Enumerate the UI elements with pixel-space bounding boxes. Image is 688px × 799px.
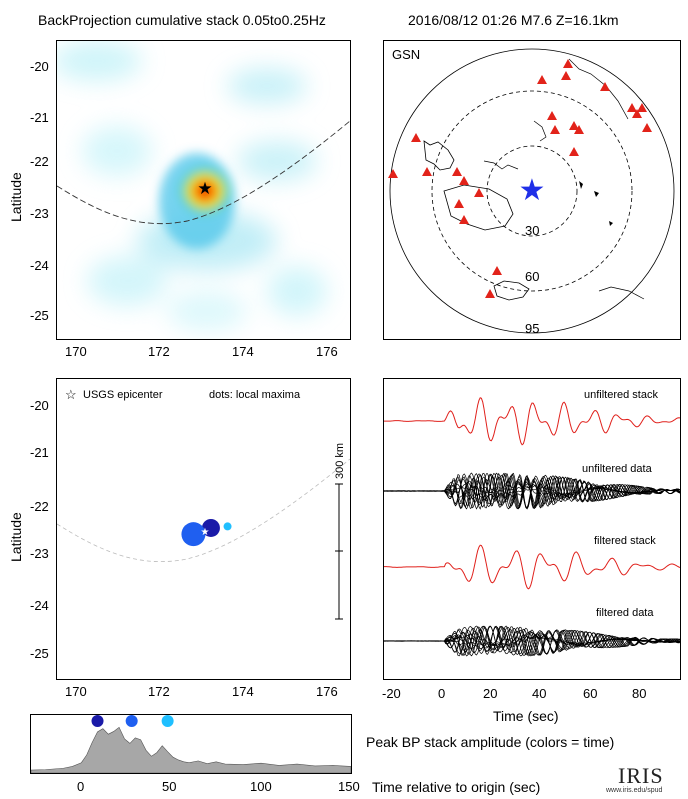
ring-label: 60 xyxy=(525,269,540,284)
maxima-ylabel: Latitude xyxy=(8,512,24,562)
amplitude-panel xyxy=(30,714,352,774)
station-globe: ★ GSN 30 60 95 xyxy=(383,40,681,340)
local-maximum-dot xyxy=(181,522,206,547)
seismogram-trace xyxy=(384,626,681,656)
amp-time-tick: 150 xyxy=(338,779,360,794)
amplitude-xlabel: Time relative to origin (sec) xyxy=(372,779,541,795)
map-lat-tick: -21 xyxy=(30,110,49,125)
maximum-time-marker xyxy=(161,715,174,727)
maxima-lat-tick: -25 xyxy=(30,646,49,661)
map-lon-tick: 172 xyxy=(148,344,170,359)
epicenter-star-icon: ★ xyxy=(197,179,212,198)
maxima-lat-tick: -21 xyxy=(30,445,49,460)
legend-epicenter: USGS epicenter xyxy=(83,389,163,401)
trace-label: unfiltered data xyxy=(582,463,652,475)
ring-60 xyxy=(431,90,633,292)
amp-time-tick: 0 xyxy=(77,779,85,794)
globe-outline xyxy=(389,48,675,334)
seismogram-trace xyxy=(383,626,680,657)
amp-time-tick: 100 xyxy=(250,779,272,794)
map-lon-tick: 176 xyxy=(316,344,338,359)
map-lat-tick: -24 xyxy=(30,258,49,273)
epicenter-star-icon: ★ xyxy=(201,527,210,538)
trace-label: filtered data xyxy=(596,607,654,619)
iris-logo: IRIS xyxy=(618,763,664,788)
maximum-time-marker xyxy=(91,715,104,727)
map-lat-tick: -23 xyxy=(30,206,49,221)
seismogram-trace xyxy=(383,473,681,510)
time-tick: 60 xyxy=(583,686,598,701)
heatmap-svg: ★ xyxy=(52,41,351,331)
local-maximum-dot xyxy=(223,522,232,531)
map-lon-tick: 170 xyxy=(65,344,87,359)
globe-svg: ★ xyxy=(388,48,675,334)
maxima-lon-tick: 172 xyxy=(148,684,170,699)
maxima-svg: ★ xyxy=(56,458,351,620)
seismogram-trace xyxy=(383,472,681,509)
background-energy xyxy=(52,41,327,331)
maxima-lat-tick: -20 xyxy=(30,398,49,413)
time-xlabel: Time (sec) xyxy=(493,708,559,724)
trench-line xyxy=(56,458,351,563)
amp-time-tick: 50 xyxy=(162,779,177,794)
time-tick: 80 xyxy=(632,686,647,701)
epicenter-star-icon: ★ xyxy=(519,174,546,207)
station-markers xyxy=(388,59,652,298)
maximum-time-marker xyxy=(125,715,138,727)
maxima-lat-tick: -24 xyxy=(30,598,49,613)
maxima-lat-tick: -22 xyxy=(30,499,49,514)
maxima-lon-tick: 176 xyxy=(316,684,338,699)
amplitude-svg xyxy=(30,715,352,774)
maxima-dots xyxy=(181,518,232,547)
network-label: GSN xyxy=(392,47,421,62)
local-maximum-dot xyxy=(201,518,220,537)
scale-label: 300 km xyxy=(334,442,346,479)
legend-dots: dots: local maxima xyxy=(209,389,301,401)
map-lat-tick: -20 xyxy=(30,59,49,74)
map-lat-tick: -22 xyxy=(30,154,49,169)
trench-line xyxy=(56,120,351,225)
legend-star-icon: ☆ xyxy=(65,387,77,402)
maxima-lon-tick: 170 xyxy=(65,684,87,699)
maxima-lon-tick: 174 xyxy=(232,684,254,699)
ring-label: 30 xyxy=(525,223,540,238)
seismogram-panel: unfiltered stack unfiltered data filtere… xyxy=(383,378,681,680)
time-tick: -20 xyxy=(382,686,401,701)
ring-label: 95 xyxy=(525,321,540,336)
local-maxima-map: ★ ☆ USGS epicenter dots: local maxima 30… xyxy=(56,378,351,680)
seismogram-trace xyxy=(384,397,681,446)
time-tick: 20 xyxy=(483,686,498,701)
event-title: 2016/08/12 01:26 M7.6 Z=16.1km xyxy=(408,12,619,28)
trace-label: unfiltered stack xyxy=(584,389,658,401)
map-lat-tick: -25 xyxy=(30,308,49,323)
map-ylabel: Latitude xyxy=(8,172,24,222)
iris-url: www.iris.edu/spud xyxy=(606,787,663,794)
energy-spot xyxy=(159,153,235,249)
time-tick: 40 xyxy=(532,686,547,701)
trace-label: filtered stack xyxy=(594,535,656,547)
map-lon-tick: 174 xyxy=(232,344,254,359)
backprojection-map: ★ xyxy=(52,40,351,340)
time-tick: 0 xyxy=(438,686,446,701)
ring-30 xyxy=(486,145,578,237)
traces-svg xyxy=(383,397,681,657)
seismogram-trace xyxy=(384,544,681,590)
backprojection-title: BackProjection cumulative stack 0.05to0.… xyxy=(38,12,326,28)
amplitude-caption: Peak BP stack amplitude (colors = time) xyxy=(366,734,615,750)
amplitude-area xyxy=(30,726,352,774)
maxima-lat-tick: -23 xyxy=(30,546,49,561)
